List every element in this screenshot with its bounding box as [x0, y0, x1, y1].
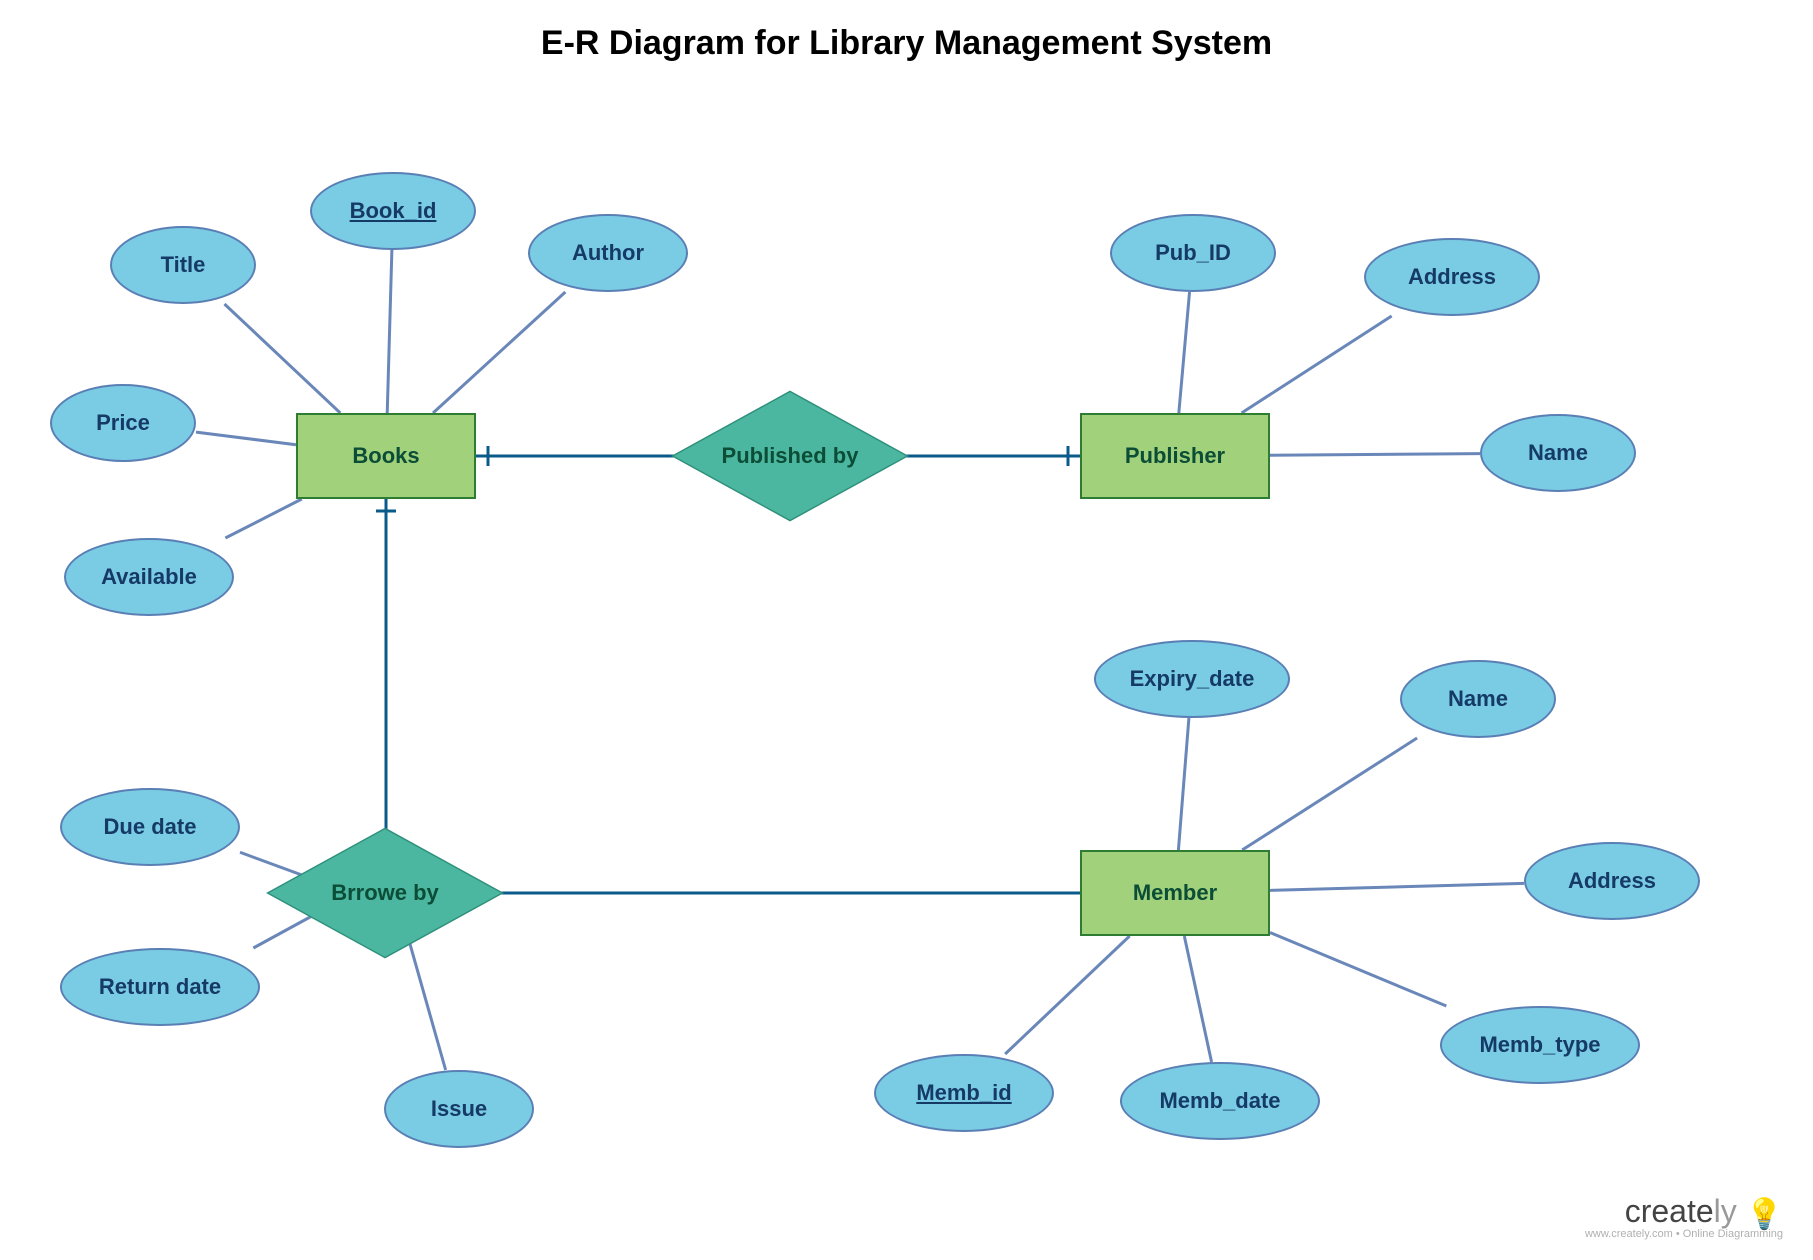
lightbulb-icon: 💡: [1746, 1198, 1783, 1231]
diagram-canvas: E-R Diagram for Library Management Syste…: [0, 0, 1813, 1260]
page-title: E-R Diagram for Library Management Syste…: [0, 24, 1813, 63]
attribute-issue: Issue: [384, 1070, 534, 1148]
attribute-label: Price: [96, 410, 150, 436]
attribute-label: Return date: [99, 974, 221, 1000]
attribute-book_id: Book_id: [310, 172, 476, 250]
attribute-label: Address: [1568, 868, 1656, 894]
attribute-memb_date: Memb_date: [1120, 1062, 1320, 1140]
attribute-label: Address: [1408, 264, 1496, 290]
entity-label: Member: [1133, 880, 1217, 906]
attribute-label: Memb_date: [1159, 1088, 1280, 1114]
brand-text-suffix: ly: [1714, 1193, 1737, 1229]
entity-label: Books: [352, 443, 419, 469]
attribute-label: Pub_ID: [1155, 240, 1231, 266]
entity-member: Member: [1080, 850, 1270, 936]
attribute-label: Memb_type: [1479, 1032, 1600, 1058]
attribute-author: Author: [528, 214, 688, 292]
attribute-label: Book_id: [350, 198, 437, 224]
attribute-mem_addr: Address: [1524, 842, 1700, 920]
relationship-label: Published by: [706, 372, 874, 540]
entity-label: Publisher: [1125, 443, 1225, 469]
attribute-return: Return date: [60, 948, 260, 1026]
entity-publisher: Publisher: [1080, 413, 1270, 499]
attribute-expiry: Expiry_date: [1094, 640, 1290, 718]
attribute-label: Author: [572, 240, 644, 266]
relationship-borrow_by: Brrowe by: [301, 809, 469, 977]
attribute-due: Due date: [60, 788, 240, 866]
attribute-pub_name: Name: [1480, 414, 1636, 492]
attribute-price: Price: [50, 384, 196, 462]
attribute-label: Available: [101, 564, 197, 590]
relationship-published_by: Published by: [706, 372, 874, 540]
attribute-memb_id: Memb_id: [874, 1054, 1054, 1132]
attribute-label: Due date: [104, 814, 197, 840]
attribute-label: Issue: [431, 1096, 487, 1122]
attribute-label: Name: [1448, 686, 1508, 712]
attribute-label: Expiry_date: [1130, 666, 1255, 692]
relationship-label: Brrowe by: [301, 809, 469, 977]
attribute-memb_type: Memb_type: [1440, 1006, 1640, 1084]
attribute-mem_name: Name: [1400, 660, 1556, 738]
entity-books: Books: [296, 413, 476, 499]
attribute-label: Title: [161, 252, 206, 278]
attribute-title: Title: [110, 226, 256, 304]
attribute-pub_addr: Address: [1364, 238, 1540, 316]
attribute-pub_id: Pub_ID: [1110, 214, 1276, 292]
footer-branding: creately 💡 www.creately.com • Online Dia…: [1585, 1193, 1783, 1240]
attribute-available: Available: [64, 538, 234, 616]
attribute-label: Name: [1528, 440, 1588, 466]
footer-subtext: www.creately.com • Online Diagramming: [1585, 1228, 1783, 1240]
attribute-label: Memb_id: [916, 1080, 1011, 1106]
brand-logo: creately 💡: [1585, 1193, 1783, 1232]
brand-text-main: create: [1625, 1193, 1714, 1229]
